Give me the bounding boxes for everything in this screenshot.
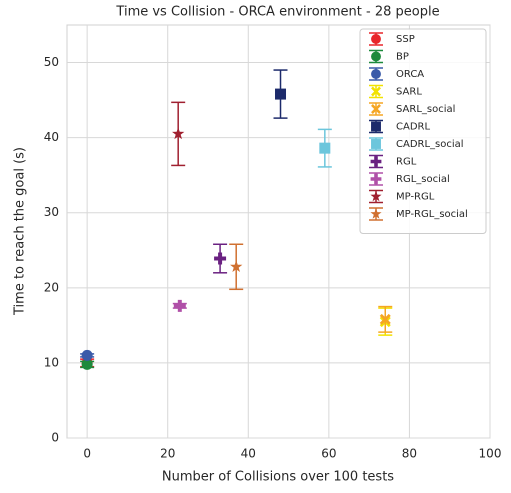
x-tick-label: 0 bbox=[83, 447, 91, 461]
legend-entry: SARL bbox=[369, 84, 422, 99]
legend-entry: MP-RGL bbox=[369, 189, 435, 204]
marker bbox=[371, 139, 381, 149]
legend-entry: SSP bbox=[369, 32, 415, 46]
legend-label: SSP bbox=[396, 34, 415, 45]
marker bbox=[173, 299, 186, 312]
legend-entry: BP bbox=[369, 49, 409, 64]
y-tick-label: 20 bbox=[44, 280, 59, 294]
marker bbox=[230, 260, 243, 273]
y-axis-label: Time to reach the goal (s) bbox=[13, 147, 28, 316]
legend-entry: CADRL_social bbox=[369, 137, 464, 151]
marker bbox=[214, 252, 227, 265]
legend-label: CADRL bbox=[396, 122, 430, 133]
marker bbox=[370, 156, 382, 167]
marker bbox=[81, 358, 93, 370]
legend-label: MP-RGL_social bbox=[396, 209, 468, 220]
x-axis-label: Number of Collisions over 100 tests bbox=[162, 470, 394, 485]
marker bbox=[371, 69, 381, 79]
marker bbox=[275, 88, 287, 100]
marker bbox=[370, 208, 382, 219]
legend: SSP BP ORCA SARL SARL_social CADRL CADRL_socia… bbox=[359, 28, 487, 234]
marker bbox=[379, 313, 391, 325]
x-tick-label: 60 bbox=[321, 447, 336, 461]
legend-entry: MP-RGL_social bbox=[369, 207, 468, 221]
legend-box bbox=[359, 28, 487, 234]
x-tick-label: 40 bbox=[241, 447, 256, 461]
marker bbox=[172, 127, 185, 140]
chart-title: Time vs Collision - ORCA environment - 2… bbox=[115, 5, 439, 20]
legend-label: RGL_social bbox=[396, 174, 450, 185]
legend-label: BP bbox=[396, 52, 409, 63]
legend-label: RGL bbox=[396, 157, 417, 168]
x-tick-label: 80 bbox=[402, 447, 417, 461]
x-tick-label: 20 bbox=[160, 447, 175, 461]
legend-label: SARL_social bbox=[396, 104, 455, 115]
y-tick-label: 10 bbox=[44, 355, 59, 369]
legend-label: CADRL_social bbox=[396, 139, 464, 150]
marker bbox=[371, 34, 381, 44]
legend-entry: CADRL bbox=[369, 119, 430, 134]
y-tick-label: 30 bbox=[44, 205, 59, 219]
legend-entry: RGL bbox=[369, 154, 417, 169]
legend-label: ORCA bbox=[396, 69, 424, 80]
legend-label: MP-RGL bbox=[396, 192, 435, 203]
legend-entry: ORCA bbox=[369, 67, 424, 81]
legend-entry: RGL_social bbox=[369, 172, 450, 186]
y-tick-label: 40 bbox=[44, 130, 59, 144]
marker bbox=[371, 51, 381, 62]
y-tick-label: 50 bbox=[44, 55, 59, 69]
legend-label: SARL bbox=[396, 87, 422, 98]
y-tick-label: 0 bbox=[51, 431, 59, 445]
marker bbox=[370, 190, 382, 202]
marker bbox=[319, 142, 331, 154]
legend-entry: SARL_social bbox=[369, 102, 455, 116]
marker bbox=[371, 121, 381, 132]
marker bbox=[371, 104, 381, 114]
marker bbox=[370, 173, 382, 185]
marker bbox=[81, 349, 93, 361]
marker bbox=[371, 86, 381, 97]
x-tick-label: 100 bbox=[479, 447, 502, 461]
